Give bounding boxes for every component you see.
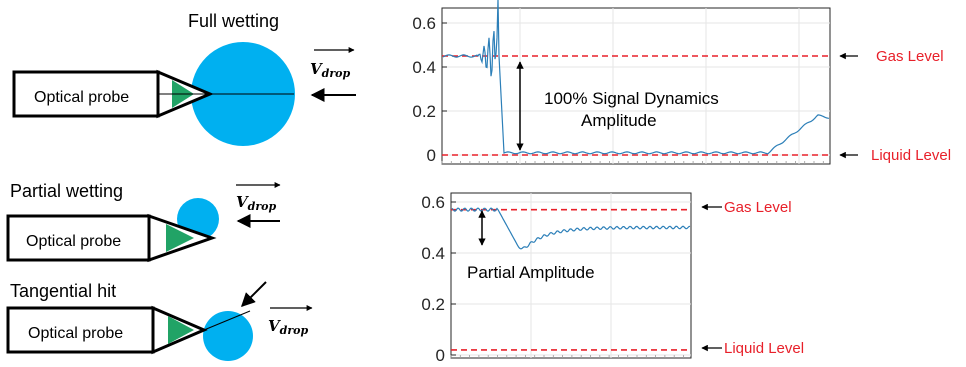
svg-text:Vdrop: Vdrop [310, 60, 350, 80]
bottom-chart: 0.6 0.4 0.2 0 Partial Amplitude Gas Level L… [421, 192, 804, 365]
bottom-chart-grid [451, 193, 691, 358]
svg-text:Vdrop: Vdrop [268, 317, 308, 337]
top-chart-signal-line [442, 0, 830, 155]
bottom-gas-level-label: Gas Level [724, 199, 792, 216]
tangential-probe-fiber [168, 316, 194, 344]
top-gas-level-label: Gas Level [876, 48, 944, 65]
top-liquid-level-marker: Liquid Level [839, 147, 951, 164]
bottom-chart-ticks: 0.6 0.4 0.2 0 [421, 193, 684, 365]
y-tick-label: 0.4 [412, 58, 436, 77]
bottom-chart-frame [450, 192, 692, 359]
partial-probe-label: Optical probe [26, 233, 121, 250]
top-chart-annotation-line2: Amplitude [581, 111, 657, 130]
partial-wetting-diagram: Partial wetting Optical probe Vdrop [6, 181, 281, 263]
top-chart-ticks: 0.6 0.4 0.2 0 [412, 14, 824, 165]
top-chart-frame [441, 7, 831, 165]
bottom-chart-signal-line [451, 207, 691, 250]
top-liquid-level-label: Liquid Level [871, 147, 951, 164]
tangential-probe-body [6, 306, 155, 354]
full-velocity-label: Vdrop [310, 47, 355, 80]
svg-text:Vdrop: Vdrop [236, 193, 276, 213]
bottom-gas-level-marker: Gas Level [701, 199, 792, 216]
y-tick-label: 0 [427, 146, 436, 165]
tangential-hit-title: Tangential hit [10, 281, 116, 301]
top-chart: 0.6 0.4 0.2 0 100% Signal Dynamics Amplitud… [412, 0, 951, 165]
top-gas-level-marker: Gas Level [839, 48, 944, 65]
tangential-drop-circle [203, 311, 253, 361]
partial-wetting-title: Partial wetting [10, 181, 123, 201]
y-tick-label: 0.2 [421, 295, 445, 314]
bottom-liquid-level-label: Liquid Level [724, 340, 804, 357]
y-tick-label: 0.4 [421, 244, 445, 263]
partial-velocity-label: Vdrop [236, 182, 281, 213]
tangential-hit-diagram: Tangential hit Optical probe Vdrop [6, 281, 313, 361]
y-tick-label: 0.6 [412, 14, 436, 33]
bottom-chart-annotation: Partial Amplitude [467, 263, 595, 282]
tangential-velocity-arrow [241, 281, 267, 307]
tangential-contact-line [203, 310, 251, 331]
y-tick-label: 0.6 [421, 193, 445, 212]
bottom-liquid-level-marker: Liquid Level [701, 340, 804, 357]
full-wetting-title: Full wetting [188, 11, 279, 31]
y-tick-label: 0 [436, 346, 445, 365]
tangential-probe-label: Optical probe [28, 325, 123, 342]
full-wetting-diagram: Full wetting Optical probe Vdrop [12, 11, 356, 146]
y-tick-label: 0.2 [412, 102, 436, 121]
full-probe-label: Optical probe [34, 89, 129, 106]
bottom-chart-levels [451, 208, 691, 351]
top-chart-levels [442, 55, 830, 156]
partial-probe-fiber [166, 224, 194, 252]
top-chart-annotation-line1: 100% Signal Dynamics [544, 89, 719, 108]
partial-probe-body [6, 214, 151, 262]
tangential-velocity-label: Vdrop [268, 305, 313, 337]
